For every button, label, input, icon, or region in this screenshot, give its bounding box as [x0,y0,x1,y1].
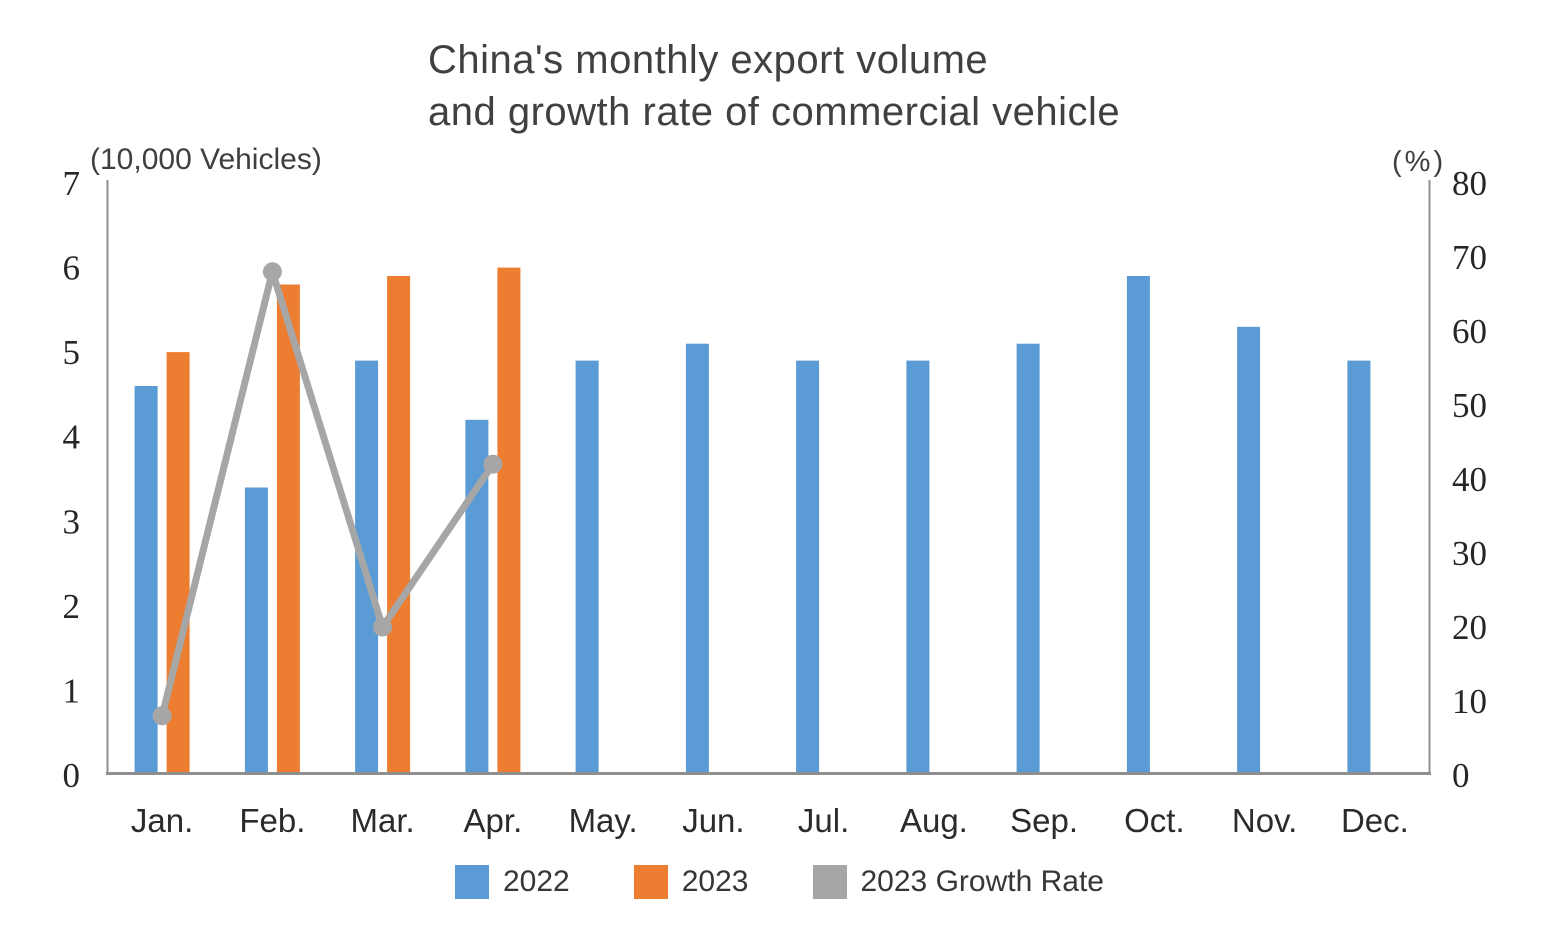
growth-rate-point-Mar [373,617,393,637]
bar-series-group [134,267,1371,775]
bar-2022-Jun [685,343,709,775]
chart-legend: 2022 2023 2023 Growth Rate [455,865,1104,899]
bar-2022-Aug [906,360,930,775]
left-tick-1: 1 [63,671,81,710]
bar-2022-Oct [1126,276,1150,775]
left-tick-7: 7 [63,164,81,203]
left-tick-5: 5 [63,333,81,372]
left-axis-ticks: 0 1 2 3 4 5 6 7 [63,164,81,795]
legend-item-growth-rate: 2023 Growth Rate [812,865,1104,899]
left-tick-4: 4 [63,418,81,457]
bar-2022-Apr [465,419,489,775]
chart-title-line2: and growth rate of commercial vehicle [428,90,1121,134]
legend-label-growth-rate: 2023 Growth Rate [860,865,1104,898]
chart-title-line1: China's monthly export volume [428,38,989,82]
bar-2022-Feb [244,487,268,775]
right-tick-20: 20 [1452,608,1487,647]
axis-lines-group [106,180,1431,775]
right-axis-unit-label: (%) [1392,146,1447,178]
right-tick-50: 50 [1452,386,1487,425]
bar-2022-Nov [1237,326,1261,775]
bar-2022-Sep [1016,343,1040,775]
right-tick-60: 60 [1452,312,1487,351]
growth-rate-point-Jan [152,706,172,726]
legend-swatch-2023 [633,865,668,899]
month-label-Nov: Nov. [1232,802,1297,839]
legend-swatch-2022 [455,865,489,899]
month-label-Jan: Jan. [131,802,193,839]
legend-item-2022: 2022 [455,865,570,899]
bar-2022-May [575,360,599,775]
month-label-May: May. [569,802,638,839]
month-label-Oct: Oct. [1124,802,1185,839]
legend-label-2023: 2023 [681,865,749,898]
month-label-Sep: Sep. [1010,802,1078,839]
bar-2023-Mar [387,276,411,775]
left-tick-6: 6 [63,249,81,288]
month-label-Mar: Mar. [351,802,415,839]
left-tick-2: 2 [63,587,81,626]
bar-2023-Feb [276,284,300,775]
growth-rate-point-Feb [262,262,282,282]
right-tick-0: 0 [1452,756,1470,795]
legend-label-2022: 2022 [503,865,570,898]
month-label-Jun: Jun. [682,802,744,839]
growth-rate-line [158,268,497,720]
month-label-Feb: Feb. [239,802,305,839]
bar-2022-Dec [1347,360,1371,775]
right-tick-30: 30 [1452,534,1487,573]
chart-title: China's monthly export volume and growth… [428,34,1120,138]
growth-rate-point-Apr [483,454,503,474]
right-tick-40: 40 [1452,460,1487,499]
growth-rate-line-group [152,262,503,726]
left-tick-0: 0 [63,756,81,795]
x-axis-month-labels: Jan. Feb. Mar. Apr. May. Jun. Jul. Aug. Sep. Oct.… [131,802,1409,839]
legend-item-2023: 2023 [633,865,749,899]
month-label-Dec: Dec. [1341,802,1409,839]
bar-2022-Jul [796,360,820,775]
month-label-Jul: Jul. [798,802,849,839]
left-axis-unit-label: (10,000 Vehicles) [90,143,322,176]
month-label-Aug: Aug. [900,802,968,839]
bar-2022-Jan [134,386,158,775]
right-tick-70: 70 [1452,238,1487,277]
month-label-Apr: Apr. [464,802,523,839]
legend-swatch-growth-rate [812,865,847,899]
left-tick-3: 3 [63,502,81,541]
bar-2023-Apr [497,267,521,775]
right-tick-80: 80 [1452,164,1487,203]
right-axis-ticks: 0 10 20 30 40 50 60 70 80 [1452,164,1487,795]
right-tick-10: 10 [1452,682,1487,721]
